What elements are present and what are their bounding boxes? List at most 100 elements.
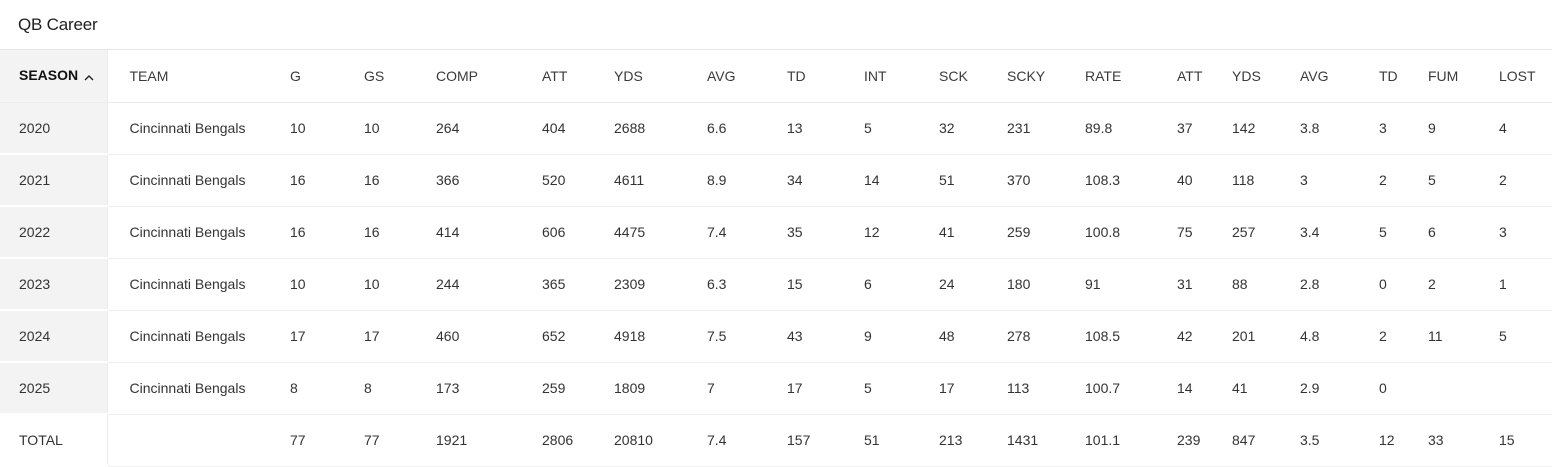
table-cell: 89.8	[1085, 102, 1177, 155]
table-cell: 259	[1007, 206, 1085, 259]
table-cell: 4.8	[1300, 310, 1379, 363]
table-cell: 6	[1428, 206, 1499, 259]
table-cell: 520	[542, 154, 614, 207]
table-cell: 2.8	[1300, 258, 1379, 311]
table-cell: 37	[1177, 102, 1232, 155]
col-header-team[interactable]: TEAM	[107, 50, 290, 103]
table-cell: 41	[939, 206, 1007, 259]
table-cell: 6	[864, 258, 939, 311]
table-cell: 2	[1379, 154, 1428, 207]
table-cell: 365	[542, 258, 614, 311]
table-cell: 17	[939, 362, 1007, 415]
table-cell: 9	[1428, 102, 1499, 155]
table-cell: 101.1	[1085, 414, 1177, 467]
col-header-rush-att[interactable]: ATT	[1177, 50, 1232, 103]
table-cell: 9	[864, 310, 939, 363]
table-cell: 5	[1379, 206, 1428, 259]
table-cell: 10	[364, 258, 436, 311]
table-cell: 264	[436, 102, 542, 155]
table-cell: 257	[1232, 206, 1300, 259]
table-cell: 7.5	[707, 310, 787, 363]
table-cell: 231	[1007, 102, 1085, 155]
table-cell: 2	[1379, 310, 1428, 363]
table-cell: 91	[1085, 258, 1177, 311]
table-cell: 41	[1232, 362, 1300, 415]
table-cell: 201	[1232, 310, 1300, 363]
table-cell: 652	[542, 310, 614, 363]
table-cell: 11	[1428, 310, 1499, 363]
col-header-rush-avg[interactable]: AVG	[1300, 50, 1379, 103]
table-cell: 278	[1007, 310, 1085, 363]
table-cell: 77	[364, 414, 436, 467]
col-header-scky[interactable]: SCKY	[1007, 50, 1085, 103]
table-cell: 17	[364, 310, 436, 363]
table-cell: 77	[290, 414, 364, 467]
table-cell: 2688	[614, 102, 707, 155]
table-cell: 6.6	[707, 102, 787, 155]
col-header-fum[interactable]: FUM	[1428, 50, 1499, 103]
col-header-season[interactable]: SEASON	[0, 50, 108, 103]
qb-career-table: SEASON TEAM G GS COMP ATT YDS AVG TD INT…	[0, 50, 1552, 467]
col-header-int[interactable]: INT	[864, 50, 939, 103]
col-header-avg[interactable]: AVG	[707, 50, 787, 103]
table-cell: 10	[290, 258, 364, 311]
table-cell: 33	[1428, 414, 1499, 467]
table-cell: 14	[1177, 362, 1232, 415]
table-cell: 0	[1379, 362, 1428, 415]
table-cell: 8.9	[707, 154, 787, 207]
table-cell	[1428, 362, 1499, 415]
table-cell: 34	[787, 154, 864, 207]
table-cell: 2	[1499, 154, 1552, 207]
table-cell: 14	[864, 154, 939, 207]
table-cell: 4475	[614, 206, 707, 259]
col-header-comp[interactable]: COMP	[436, 50, 542, 103]
col-header-sck[interactable]: SCK	[939, 50, 1007, 103]
chevron-up-icon	[84, 68, 94, 84]
cell-team: Cincinnati Bengals	[107, 206, 290, 259]
section-title: QB Career	[18, 14, 98, 34]
col-header-lost[interactable]: LOST	[1499, 50, 1552, 103]
table-cell: 404	[542, 102, 614, 155]
table-cell: 366	[436, 154, 542, 207]
table-row: 2020 Cincinnati Bengals 10 10 264 404 2688 6.6 1…	[0, 102, 1552, 155]
table-cell: 108.5	[1085, 310, 1177, 363]
table-cell: 13	[787, 102, 864, 155]
col-header-g[interactable]: G	[290, 50, 364, 103]
table-cell: 51	[939, 154, 1007, 207]
table-cell: 108.3	[1085, 154, 1177, 207]
table-cell: 157	[787, 414, 864, 467]
col-header-rush-td[interactable]: TD	[1379, 50, 1428, 103]
table-cell: 259	[542, 362, 614, 415]
table-cell: 244	[436, 258, 542, 311]
table-row: 2021 Cincinnati Bengals 16 16 366 520 4611 8.9 3…	[0, 154, 1552, 207]
table-cell: 4611	[614, 154, 707, 207]
table-cell: 7.4	[707, 414, 787, 467]
cell-season: 2024	[0, 310, 108, 363]
col-header-gs[interactable]: GS	[364, 50, 436, 103]
table-cell: 16	[364, 206, 436, 259]
table-cell: 1431	[1007, 414, 1085, 467]
cell-season: 2025	[0, 362, 108, 415]
cell-team: Cincinnati Bengals	[107, 362, 290, 415]
table-cell: 32	[939, 102, 1007, 155]
table-cell: 5	[1499, 310, 1552, 363]
col-header-rate[interactable]: RATE	[1085, 50, 1177, 103]
table-cell: 239	[1177, 414, 1232, 467]
col-header-yds[interactable]: YDS	[614, 50, 707, 103]
col-header-att[interactable]: ATT	[542, 50, 614, 103]
table-cell: 10	[290, 102, 364, 155]
table-cell: 142	[1232, 102, 1300, 155]
table-cell: 24	[939, 258, 1007, 311]
col-header-td[interactable]: TD	[787, 50, 864, 103]
table-cell: 3	[1300, 154, 1379, 207]
total-row: TOTAL 77 77 1921 2806 20810 7.4 157 51 213 1431 101…	[0, 414, 1552, 467]
table-row: 2022 Cincinnati Bengals 16 16 414 606 4475 7.4 3…	[0, 206, 1552, 259]
table-cell: 7	[707, 362, 787, 415]
col-header-rush-yds[interactable]: YDS	[1232, 50, 1300, 103]
table-row: 2024 Cincinnati Bengals 17 17 460 652 4918 7.5 4…	[0, 310, 1552, 363]
table-cell: 4	[1499, 102, 1552, 155]
table-cell: 6.3	[707, 258, 787, 311]
table-cell: 180	[1007, 258, 1085, 311]
table-body: 2020 Cincinnati Bengals 10 10 264 404 2688 6.6 1…	[0, 102, 1552, 467]
table-cell: 1	[1499, 258, 1552, 311]
